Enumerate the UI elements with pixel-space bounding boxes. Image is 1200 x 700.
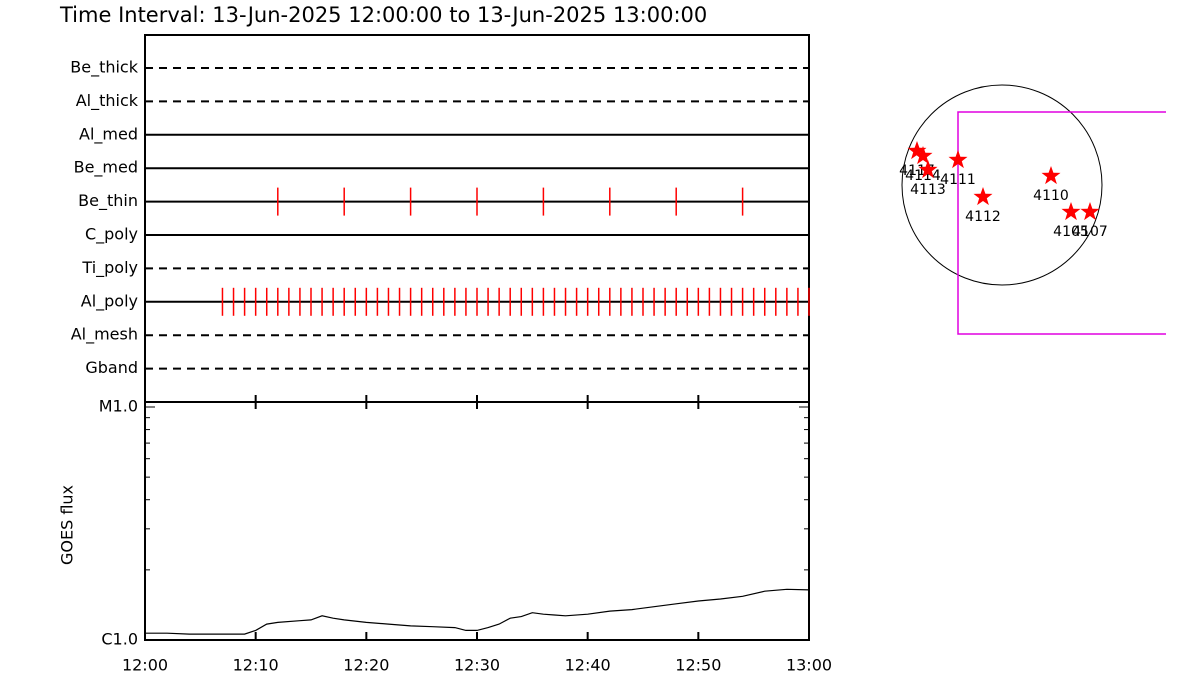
x-tick-label: 12:30	[454, 656, 500, 675]
region-star	[913, 146, 933, 165]
row-label: Gband	[85, 358, 138, 377]
region-star	[1080, 202, 1100, 221]
solar-disk	[901, 84, 1103, 286]
region-label: 4105	[1053, 224, 1089, 240]
flux-line	[145, 588, 810, 635]
x-tick-label: 12:20	[343, 656, 389, 675]
row-label: Al_med	[79, 124, 138, 144]
row-label: Be_thick	[70, 58, 138, 78]
y-axis-label: GOES flux	[58, 485, 77, 565]
row-label: Be_thin	[78, 191, 138, 211]
region-star	[907, 141, 927, 160]
row-label: Al_thick	[76, 91, 139, 111]
region-star	[948, 150, 968, 169]
row-label: Al_mesh	[71, 325, 138, 345]
region-star	[1041, 166, 1061, 185]
region-star	[1061, 202, 1081, 221]
region-label: 4110	[1033, 188, 1069, 204]
region-star	[918, 160, 938, 179]
x-tick-label: 12:10	[233, 656, 279, 675]
y-tick-label: M1.0	[99, 397, 138, 416]
row-label: Al_poly	[81, 291, 138, 311]
x-tick-label: 13:00	[786, 656, 832, 675]
y-tick-label: C1.0	[101, 630, 138, 649]
region-label: 4112	[965, 209, 1001, 225]
plot-frame	[144, 34, 810, 641]
x-tick-label: 12:50	[675, 656, 721, 675]
row-label: Be_med	[74, 158, 138, 178]
region-label: 4111	[940, 172, 976, 188]
region-label: 4113	[910, 182, 946, 198]
region-star	[973, 187, 993, 206]
row-label: C_poly	[85, 225, 138, 245]
region-label: 4107	[1072, 224, 1108, 240]
chart-title: Time Interval: 13-Jun-2025 12:00:00 to 1…	[59, 3, 707, 27]
x-tick-label: 12:00	[122, 656, 168, 675]
row-label: Ti_poly	[81, 258, 138, 278]
x-tick-label: 12:40	[565, 656, 611, 675]
field-of-view	[957, 111, 1166, 335]
